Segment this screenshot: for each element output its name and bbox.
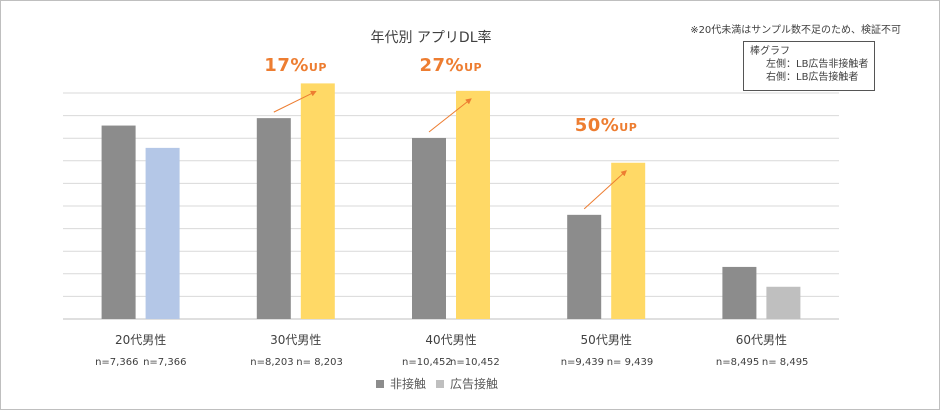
legend-swatch-non-contact — [376, 379, 384, 388]
uplift-value: 50% — [574, 114, 620, 136]
bar-contact-2 — [300, 83, 335, 320]
bar-non-contact-3 — [412, 137, 446, 319]
bar-non-contact-1 — [101, 125, 136, 319]
sample-size-contact: n=10,452 — [450, 357, 500, 368]
uplift-value: 17% — [264, 55, 309, 76]
uplift-value: 27% — [419, 55, 465, 76]
legend-swatch-contact — [436, 379, 445, 388]
sample-size-contact: n=7,366 — [143, 357, 187, 368]
bar-explanation-title: 棒グラフ — [750, 46, 790, 57]
uplift-suffix: UP — [464, 61, 483, 74]
bar-explanation-box: 棒グラフ 左側：LB広告非接触者 右側：LB広告接触者 — [743, 41, 875, 91]
legend-label-non-contact: 非接触 — [390, 377, 427, 391]
legend-label-contact: 広告接触 — [450, 377, 499, 391]
sample-size-contact: n= 8,203 — [296, 357, 343, 368]
chart-title: 年代別 アプリDL率 — [370, 30, 492, 46]
uplift-arrow — [273, 90, 317, 113]
legend: 非接触 広告接触 — [376, 375, 498, 392]
sample-size-non-contact: n=8,203 — [250, 357, 294, 368]
bar-contact-3 — [456, 90, 490, 319]
sample-size-non-contact: n=9,439 — [560, 357, 605, 368]
sample-size-non-contact: n=8,495 — [715, 357, 760, 368]
uplift-suffix: UP — [308, 61, 327, 74]
bar-non-contact-2 — [256, 118, 291, 320]
sample-size-contact: n= 9,439 — [606, 357, 654, 368]
category-label: 60代男性 — [735, 333, 788, 347]
sample-size-contact: n= 8,495 — [761, 357, 809, 368]
category-label: 30代男性 — [270, 333, 322, 347]
category-label: 50代男性 — [580, 333, 632, 347]
bar-non-contact-5 — [722, 266, 757, 319]
sample-size-non-contact: n=7,366 — [95, 357, 139, 368]
bar-contact-5 — [766, 286, 801, 319]
uplift-arrow — [428, 98, 472, 133]
uplift-label: 50%UP — [575, 115, 638, 136]
category-label: 20代男性 — [114, 333, 167, 347]
category-label: 40代男性 — [425, 333, 477, 347]
sample-size-non-contact: n=10,452 — [402, 357, 452, 368]
bar-explanation-right: 右側：LB広告接触者 — [766, 72, 859, 83]
bar-contact-4 — [611, 162, 646, 319]
uplift-arrow — [583, 170, 627, 210]
bar-non-contact-4 — [567, 214, 602, 319]
bar-explanation-left: 左側：LB広告非接触者 — [766, 59, 869, 70]
bar-contact-1 — [145, 147, 180, 319]
uplift-label: 17%UP — [264, 55, 327, 76]
sample-note: ※20代未満はサンプル数不足のため、検証不可 — [690, 25, 901, 36]
uplift-label: 27%UP — [420, 55, 483, 76]
uplift-suffix: UP — [619, 120, 638, 134]
